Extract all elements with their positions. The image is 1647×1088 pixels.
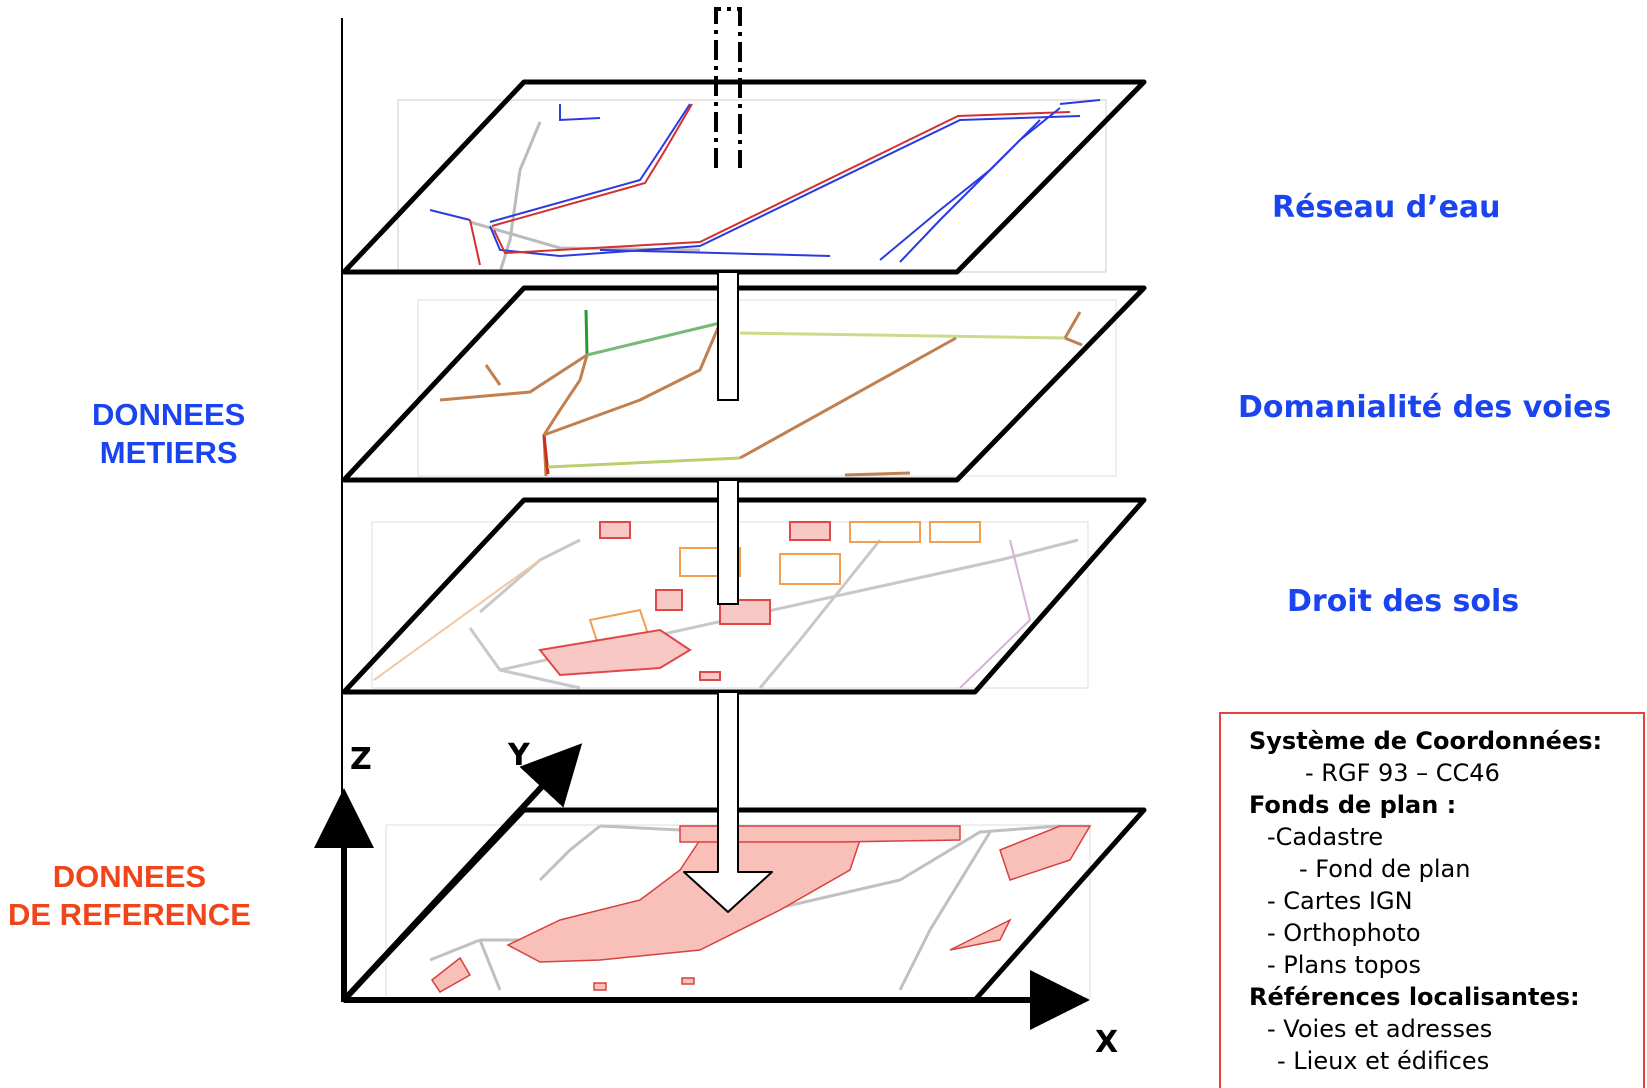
layer-plane-reference — [341, 807, 1147, 1003]
info-item: - Orthophoto — [1267, 919, 1421, 947]
axis-label-y: Y — [508, 738, 530, 773]
layer-label-domanialite: Domanialité des voies — [1238, 390, 1612, 425]
axis-label-z: Z — [350, 742, 372, 777]
connector-bar-1 — [717, 271, 739, 401]
label-donnees-reference: DONNEES DE REFERENCE — [8, 858, 251, 934]
layer-label-reseau-eau: Réseau d’eau — [1272, 190, 1501, 225]
info-heading-coordinates: Système de Coordonnées: — [1249, 727, 1603, 755]
info-item: - Plans topos — [1267, 951, 1421, 979]
info-item: - Cartes IGN — [1267, 887, 1413, 915]
layer-plane-reseau-eau — [341, 79, 1147, 275]
reference-info-box: Système de Coordonnées: - RGF 93 – CC46 … — [1219, 712, 1645, 1088]
label-line: DONNEES — [92, 397, 246, 432]
info-item: -Cadastre — [1267, 823, 1384, 851]
dashed-connector-top — [714, 7, 742, 168]
y-axis — [341, 743, 583, 1003]
layer-plane-droit-sols — [341, 497, 1147, 695]
label-line: METIERS — [99, 435, 238, 470]
info-item: - RGF 93 – CC46 — [1305, 759, 1500, 787]
info-item: - Lieux et édifices — [1277, 1047, 1490, 1075]
connector-bar-2 — [717, 479, 739, 605]
info-heading-references: Références localisantes: — [1249, 983, 1580, 1011]
info-item: - Voies et adresses — [1267, 1015, 1493, 1043]
layer-label-droit-sols: Droit des sols — [1287, 584, 1520, 619]
label-line: DONNEES — [52, 859, 207, 894]
axis-label-x: X — [1095, 1025, 1119, 1060]
layer-plane-domanialite — [341, 285, 1147, 483]
label-donnees-metiers: DONNEES METIERS — [92, 396, 245, 472]
connector-arrow-down — [683, 691, 773, 913]
info-item: - Fond de plan — [1299, 855, 1471, 883]
info-heading-fonds: Fonds de plan : — [1249, 791, 1457, 819]
label-line: DE REFERENCE — [8, 897, 251, 932]
